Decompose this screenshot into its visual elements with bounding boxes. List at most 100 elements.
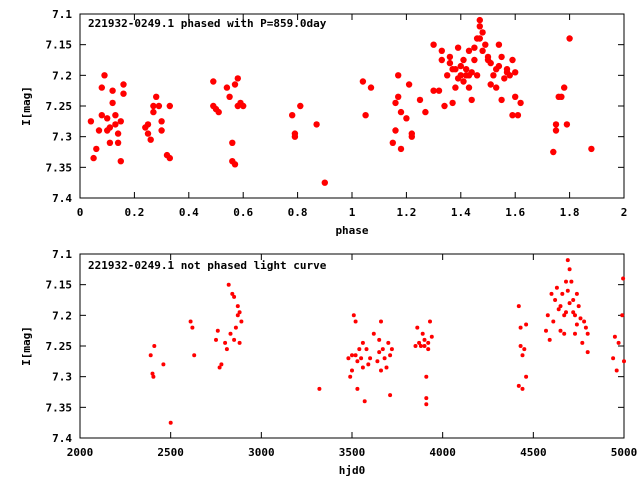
data-point bbox=[408, 133, 415, 140]
data-point bbox=[571, 298, 576, 302]
data-point bbox=[214, 337, 218, 342]
data-point bbox=[479, 29, 486, 36]
data-point bbox=[192, 353, 197, 358]
data-point bbox=[582, 319, 587, 324]
data-point bbox=[518, 344, 523, 348]
data-point bbox=[571, 310, 576, 315]
data-point bbox=[101, 72, 108, 79]
y-tick-label: 7.15 bbox=[46, 39, 73, 52]
data-point bbox=[452, 66, 459, 73]
data-point bbox=[503, 66, 511, 73]
data-point bbox=[463, 66, 470, 73]
data-point bbox=[215, 328, 220, 333]
data-point bbox=[493, 84, 500, 91]
data-point bbox=[234, 75, 241, 82]
x-tick-labels: 2000 2500 3000 3500 4000 4500 5000 bbox=[67, 254, 637, 459]
y-tick-label: 7.15 bbox=[46, 279, 73, 292]
data-point bbox=[360, 340, 365, 345]
data-point bbox=[460, 56, 467, 64]
data-point bbox=[168, 420, 173, 425]
data-point bbox=[237, 310, 242, 315]
data-point bbox=[565, 288, 570, 293]
data-point bbox=[362, 399, 367, 404]
data-point bbox=[104, 115, 111, 122]
data-point bbox=[188, 319, 193, 324]
data-point bbox=[153, 93, 160, 101]
data-point bbox=[585, 331, 590, 336]
data-point bbox=[235, 304, 240, 309]
data-point bbox=[471, 56, 478, 64]
data-point bbox=[574, 322, 579, 327]
data-point bbox=[430, 87, 437, 94]
data-point bbox=[465, 84, 473, 91]
data-point bbox=[112, 121, 119, 128]
data-point bbox=[514, 112, 522, 119]
data-point bbox=[509, 56, 516, 64]
data-point bbox=[362, 112, 369, 119]
x-tick-label: 2000 bbox=[67, 446, 94, 459]
data-point bbox=[350, 368, 354, 373]
data-point bbox=[223, 84, 231, 91]
data-point bbox=[114, 139, 122, 146]
data-point bbox=[237, 340, 242, 345]
data-point bbox=[616, 340, 621, 345]
data-point bbox=[424, 374, 429, 379]
data-point bbox=[417, 340, 422, 345]
data-point bbox=[230, 291, 235, 296]
data-point bbox=[346, 356, 351, 361]
data-point bbox=[151, 374, 156, 379]
data-point bbox=[395, 72, 402, 79]
data-point bbox=[371, 331, 376, 336]
data-point bbox=[418, 344, 423, 348]
data-point bbox=[567, 267, 572, 272]
data-point bbox=[229, 139, 236, 146]
y-tick-label: 7.35 bbox=[46, 161, 73, 174]
data-point bbox=[498, 96, 505, 104]
data-point bbox=[379, 319, 383, 324]
chart-title: 221932-0249.1 not phased light curve bbox=[88, 259, 327, 272]
x-tick-label: 1.2 bbox=[396, 206, 416, 219]
data-point bbox=[550, 148, 557, 156]
data-point bbox=[621, 276, 626, 281]
data-point bbox=[438, 47, 445, 54]
data-point bbox=[424, 402, 429, 407]
data-point bbox=[389, 347, 394, 352]
data-point bbox=[506, 72, 513, 79]
data-point bbox=[578, 316, 583, 321]
data-point bbox=[297, 102, 304, 110]
chart-title: 221932-0249.1 phased with P=859.0day bbox=[88, 17, 327, 30]
data-point bbox=[353, 353, 358, 358]
data-point bbox=[569, 279, 574, 284]
data-point bbox=[392, 127, 399, 134]
data-point bbox=[516, 383, 521, 388]
data-point bbox=[566, 35, 573, 42]
data-point bbox=[446, 59, 454, 67]
data-point bbox=[388, 353, 393, 358]
data-point bbox=[588, 145, 595, 153]
data-point bbox=[552, 127, 560, 134]
data-point bbox=[348, 374, 353, 379]
data-point bbox=[465, 47, 473, 54]
x-tick-label: 4000 bbox=[429, 446, 456, 459]
data-point bbox=[430, 41, 437, 48]
data-point bbox=[389, 139, 396, 146]
x-tick-label: 0.6 bbox=[233, 206, 253, 219]
data-point bbox=[210, 78, 217, 85]
data-point bbox=[498, 53, 505, 61]
data-point bbox=[484, 53, 492, 61]
data-point bbox=[403, 115, 410, 122]
data-point bbox=[428, 319, 432, 324]
data-point bbox=[479, 47, 486, 54]
data-point bbox=[487, 59, 494, 67]
data-point bbox=[563, 121, 571, 128]
data-point bbox=[580, 340, 585, 345]
data-point bbox=[359, 356, 364, 361]
data-point bbox=[562, 331, 567, 336]
data-point bbox=[117, 118, 125, 125]
x-tick-label: 1.8 bbox=[560, 206, 580, 219]
data-point bbox=[495, 41, 503, 48]
phased-light-curve-panel: 0 0.2 0.4 0.6 0.8 1 1.2 1.4 1.6 1.8 2 7.17.157.27.… bbox=[20, 8, 627, 237]
data-point bbox=[392, 99, 399, 107]
data-point bbox=[435, 87, 443, 94]
